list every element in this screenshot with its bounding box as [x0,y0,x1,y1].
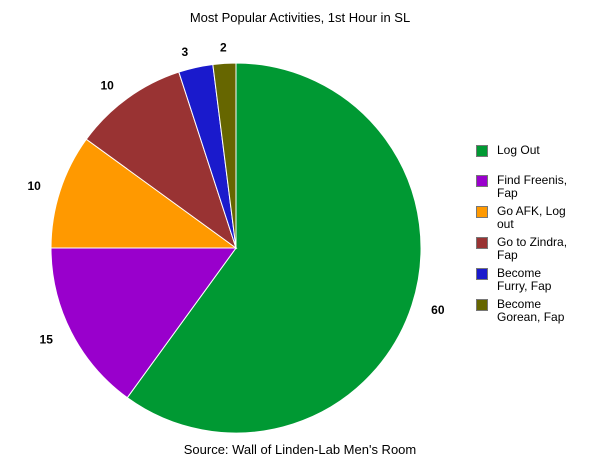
pie-slice-go-to-zindra-fap [85,71,237,250]
legend-swatch [476,237,488,249]
legend-item: Find Freenis, Fap [476,174,600,200]
slice-value-label: 10 [27,179,41,193]
legend-label: Become Furry, Fap [497,266,552,293]
legend-label: Find Freenis, Fap [497,173,568,200]
pie-slice-find-freenis-fap [50,247,237,399]
legend-swatch [476,206,488,218]
chart-caption: Source: Wall of Linden-Lab Men's Room [183,442,417,457]
chart-legend: Log Out Find Freenis, Fap Go AFK, Log out G… [476,144,600,329]
chart-title: Most Popular Activities, 1st Hour in SL [189,10,411,25]
pie-slice-go-afk-log-out [50,138,238,249]
legend-swatch [476,175,488,187]
legend-swatch [476,299,488,311]
slice-value-label: 15 [40,332,54,346]
legend-item: Go AFK, Log out [476,205,600,231]
slice-value-label: 3 [181,45,188,59]
legend-item: Go to Zindra, Fap [476,236,600,262]
legend-label: Become Gorean, Fap [497,297,565,324]
legend-label: Log Out [497,143,540,157]
slice-value-label: 2 [220,40,227,54]
legend-label: Go to Zindra, Fap [497,235,568,262]
pie-slice-become-gorean-fap [212,62,237,249]
legend-label: Go AFK, Log out [497,204,566,231]
legend-item: Become Gorean, Fap [476,298,600,324]
slice-value-label: 10 [100,78,114,92]
legend-swatch [476,145,488,157]
legend-item: Log Out [476,144,600,157]
legend-swatch [476,268,488,280]
pie-slice-log-out [126,62,422,434]
legend-item: Become Furry, Fap [476,267,600,293]
slice-value-label: 60 [431,303,445,317]
